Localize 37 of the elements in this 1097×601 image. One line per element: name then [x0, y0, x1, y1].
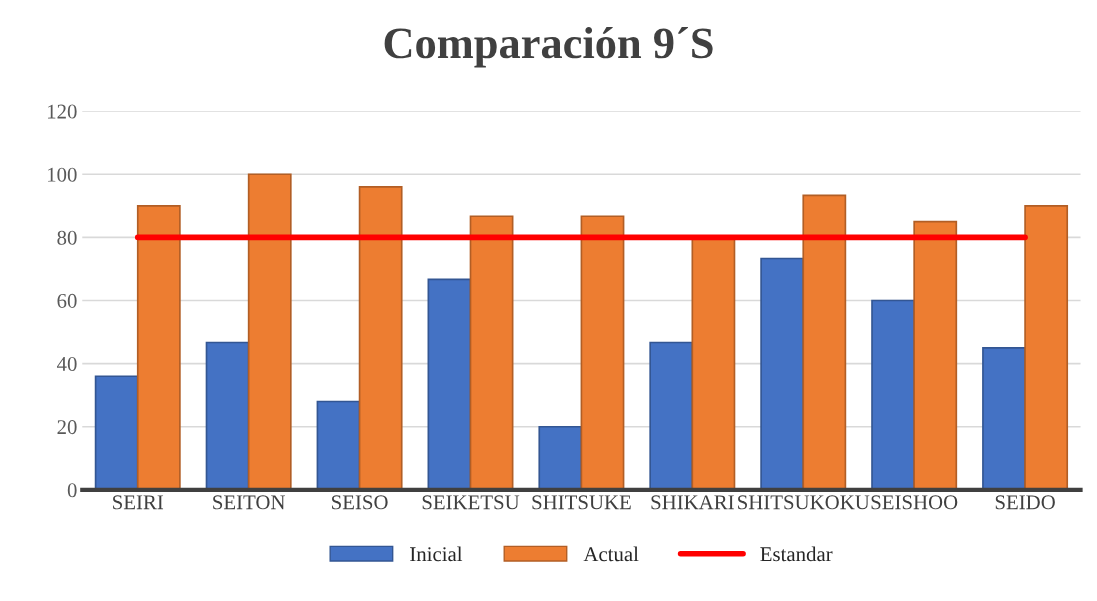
bar: [982, 346, 1026, 490]
x-tick-label: SEISHOO: [871, 495, 958, 510]
legend-label: Estandar: [760, 546, 833, 562]
bar: [469, 215, 514, 490]
y-tick-label: 60: [57, 293, 77, 308]
bar: [538, 425, 583, 490]
x-tick-label: SHITSUKE: [532, 495, 631, 510]
x-tick-label: SHIKARI: [651, 495, 734, 510]
bar: [358, 186, 403, 490]
bar: [94, 375, 139, 490]
x-tick-label: SEISO: [332, 495, 388, 510]
bar: [913, 220, 958, 490]
bar: [136, 205, 181, 490]
bar: [802, 194, 847, 490]
bar: [649, 341, 694, 490]
bar: [427, 278, 472, 490]
legend-label: Actual: [583, 546, 639, 562]
y-tick-label: 40: [56, 356, 77, 372]
bar: [247, 173, 292, 490]
bar: [580, 215, 625, 490]
bar: [760, 257, 805, 490]
chart-title: Comparación 9´S: [384, 27, 713, 68]
bar: [1024, 205, 1069, 490]
y-tick-label: 0: [67, 483, 77, 498]
legend-label: Inicial: [410, 546, 463, 562]
y-tick-label: 80: [57, 230, 77, 245]
x-tick-label: SEIKETSU: [422, 495, 520, 510]
y-tick-label: 120: [48, 104, 77, 119]
bar: [316, 400, 361, 490]
bar: [205, 341, 250, 490]
bar: [871, 299, 916, 490]
x-tick-label: SEITON: [213, 495, 286, 510]
x-tick-label: SHITSUKOKU: [738, 495, 870, 510]
x-tick-label: SEIDO: [995, 495, 1055, 510]
y-tick-label: 100: [48, 167, 77, 182]
x-tick-label: SEIRI: [113, 495, 164, 510]
y-tick-label: 20: [57, 420, 77, 435]
